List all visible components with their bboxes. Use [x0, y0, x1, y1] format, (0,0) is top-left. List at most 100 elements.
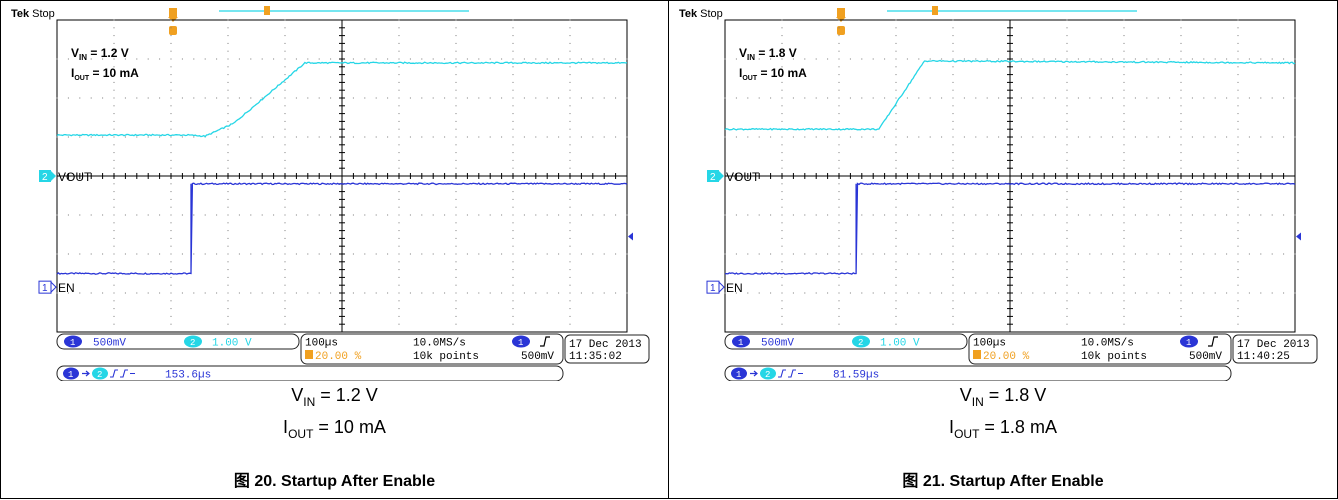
svg-text:2: 2	[190, 338, 195, 348]
ch2-badge-icon	[184, 335, 202, 348]
oscilloscope-screenshot: Tek Stop 2 VOUT 1 EN VIN = 1.8 V IOUT = 10 mA 1 5…	[677, 5, 1327, 381]
record-length: 10k points	[1081, 351, 1147, 363]
graticule	[724, 19, 1296, 333]
measurement-box	[56, 365, 564, 381]
trigger-level-icon	[1296, 232, 1301, 241]
ch2-label: VOUT	[58, 170, 92, 184]
timebase-box	[968, 333, 1232, 365]
scope-brand: Tek	[679, 8, 698, 20]
rising-edge-icon	[540, 336, 550, 347]
measurement-value: 81.59µs	[833, 370, 879, 382]
trigger-level-icon	[628, 232, 633, 241]
trigger-source-icon	[1180, 335, 1198, 348]
ch2-scale: 1.00 V	[880, 338, 920, 350]
svg-text:1: 1	[42, 283, 48, 294]
svg-text:2: 2	[97, 370, 102, 380]
scope-brand: Tek	[11, 8, 30, 20]
date-box	[1232, 334, 1318, 364]
svg-text:2: 2	[42, 172, 48, 183]
sample-rate: 10.0MS/s	[1081, 338, 1134, 350]
ch1-waveform	[56, 182, 628, 275]
sample-rate: 10.0MS/s	[413, 338, 466, 350]
trigger-point-icon	[837, 26, 845, 35]
date: 17 Dec 2013	[569, 339, 642, 351]
time: 11:35:02	[569, 351, 622, 363]
date-box	[564, 334, 650, 364]
trigger-pos-icon	[305, 350, 313, 359]
svg-text:1: 1	[68, 370, 73, 380]
record-position-marker	[932, 6, 938, 15]
trigger-position-icon	[837, 8, 845, 17]
svg-text:1: 1	[518, 338, 523, 348]
figure-20-panel: Tek Stop 2 VOUT 1 EN VIN = 1.2 V IOUT = 10 mA 1 5…	[0, 0, 669, 499]
figure-title: 图 20. Startup After Enable	[233, 471, 436, 490]
meas-ch2-icon	[92, 367, 108, 380]
svg-text:1: 1	[736, 370, 741, 380]
ch2-waveform	[724, 59, 1296, 131]
condition-iout: IOUT = 1.8 mA	[949, 417, 1057, 441]
oscilloscope-display: Tek Stop 2 VOUT 1 EN VIN = 1.8 V IOUT = 10 mA 1 5…	[679, 6, 1318, 382]
ch2-badge-icon	[852, 335, 870, 348]
ch2-scale: 1.00 V	[212, 338, 252, 350]
svg-text:1: 1	[70, 338, 75, 348]
condition-vin: VIN = 1.2 V	[291, 385, 378, 409]
condition-iout: IOUT = 10 mA	[283, 417, 386, 441]
ch2-waveform	[56, 61, 628, 138]
graticule	[56, 19, 628, 333]
ch1-label: EN	[726, 281, 743, 295]
scope-state: Stop	[32, 8, 55, 20]
svg-text:1: 1	[710, 283, 716, 294]
ch1-badge-icon	[64, 335, 82, 348]
scope-state: Stop	[700, 8, 723, 20]
annotation-vin: VIN = 1.8 V	[739, 46, 797, 62]
date: 17 Dec 2013	[1237, 339, 1310, 351]
trigger-position-icon	[169, 8, 177, 17]
scope-status: Tek Stop	[11, 8, 55, 20]
ch1-scale: 500mV	[761, 338, 794, 350]
channel-scale-box	[724, 333, 968, 350]
meas-ch1-icon	[731, 367, 747, 380]
trigger-level: 500mV	[521, 351, 554, 363]
meas-edge-icon	[778, 369, 803, 378]
trigger-position: 20.00 %	[315, 351, 362, 363]
svg-text:1: 1	[738, 338, 743, 348]
svg-text:2: 2	[858, 338, 863, 348]
scope-status: Tek Stop	[679, 8, 723, 20]
timebase: 100µs	[973, 338, 1006, 350]
meas-arrow-icon	[82, 370, 90, 377]
annotation-iout: IOUT = 10 mA	[71, 66, 139, 82]
meas-ch1-icon	[63, 367, 79, 380]
record-length: 10k points	[413, 351, 479, 363]
trigger-source-icon	[512, 335, 530, 348]
trigger-position: 20.00 %	[983, 351, 1030, 363]
ch2-ground-marker-icon	[707, 170, 719, 182]
trigger-pos-icon	[973, 350, 981, 359]
condition-vin: VIN = 1.8 V	[959, 385, 1047, 409]
svg-text:2: 2	[765, 370, 770, 380]
timebase: 100µs	[305, 338, 338, 350]
meas-edge-icon	[110, 369, 135, 378]
measurement-box	[724, 365, 1232, 381]
record-position-marker	[264, 6, 270, 15]
timebase-box	[300, 333, 564, 365]
measurement-value: 153.6µs	[165, 370, 211, 382]
svg-text:1: 1	[1186, 338, 1191, 348]
ch1-label: EN	[58, 281, 75, 295]
channel-scale-box	[56, 333, 300, 350]
annotation-iout: IOUT = 10 mA	[739, 66, 807, 82]
trigger-point-icon	[169, 26, 177, 35]
oscilloscope-screenshot: Tek Stop 2 VOUT 1 EN VIN = 1.2 V IOUT = 10 mA 1 5…	[9, 5, 659, 381]
figure-title: 图 21. Startup After Enable	[902, 471, 1104, 490]
figure-21-panel: Tek Stop 2 VOUT 1 EN VIN = 1.8 V IOUT = 10 mA 1 5…	[669, 0, 1338, 499]
rising-edge-icon	[1208, 336, 1218, 347]
ch2-ground-marker-icon	[39, 170, 51, 182]
ch1-badge-icon	[732, 335, 750, 348]
ch1-scale: 500mV	[93, 338, 126, 350]
ch1-waveform	[724, 182, 1296, 275]
meas-ch2-icon	[760, 367, 776, 380]
trigger-level: 500mV	[1189, 351, 1222, 363]
ch2-label: VOUT	[726, 170, 760, 184]
time: 11:40:25	[1237, 351, 1290, 363]
svg-text:2: 2	[710, 172, 716, 183]
